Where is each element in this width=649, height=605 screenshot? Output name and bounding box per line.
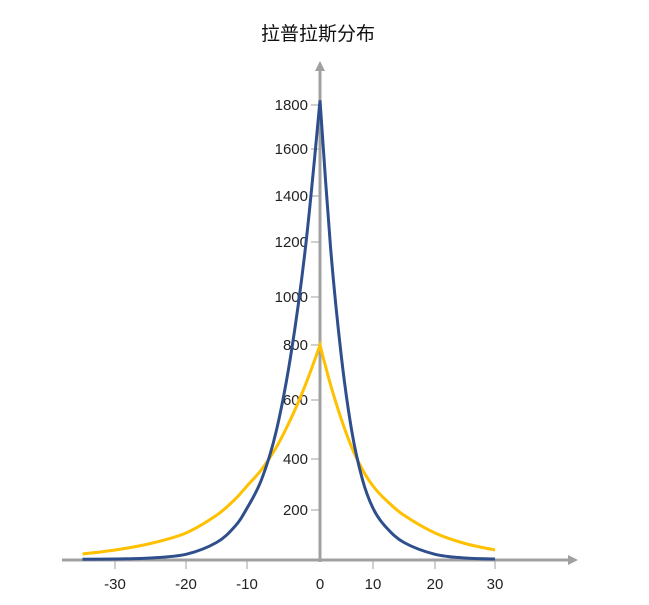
y-tick-label: 800	[283, 337, 308, 354]
y-tick-label: 1400	[275, 188, 308, 205]
x-axis-arrow	[568, 555, 578, 565]
y-tick-label: 400	[283, 451, 308, 468]
y-tick-label: 1000	[275, 289, 308, 306]
x-tick-label: 20	[427, 576, 444, 593]
series-line-1	[82, 339, 496, 556]
x-tick-label: -30	[104, 576, 126, 593]
y-tick-label: 1200	[275, 234, 308, 251]
y-tick-label: 1600	[275, 141, 308, 158]
y-tick-label: 200	[283, 502, 308, 519]
y-axis-arrow	[315, 61, 325, 71]
x-tick-label: 0	[316, 576, 324, 593]
y-tick-label: 1800	[275, 97, 308, 114]
series-line-0	[82, 100, 496, 561]
x-tick-label: -10	[236, 576, 258, 593]
x-tick-label: 10	[365, 576, 382, 593]
axes	[62, 61, 578, 565]
series-lines	[82, 100, 496, 561]
ticks: -30 -20 -10 0 10 20 30200400600800100012001400…	[104, 97, 503, 593]
chart-title: 拉普拉斯分布	[261, 23, 375, 45]
x-tick-label: -20	[175, 576, 197, 593]
x-tick-label: 30	[487, 576, 504, 593]
